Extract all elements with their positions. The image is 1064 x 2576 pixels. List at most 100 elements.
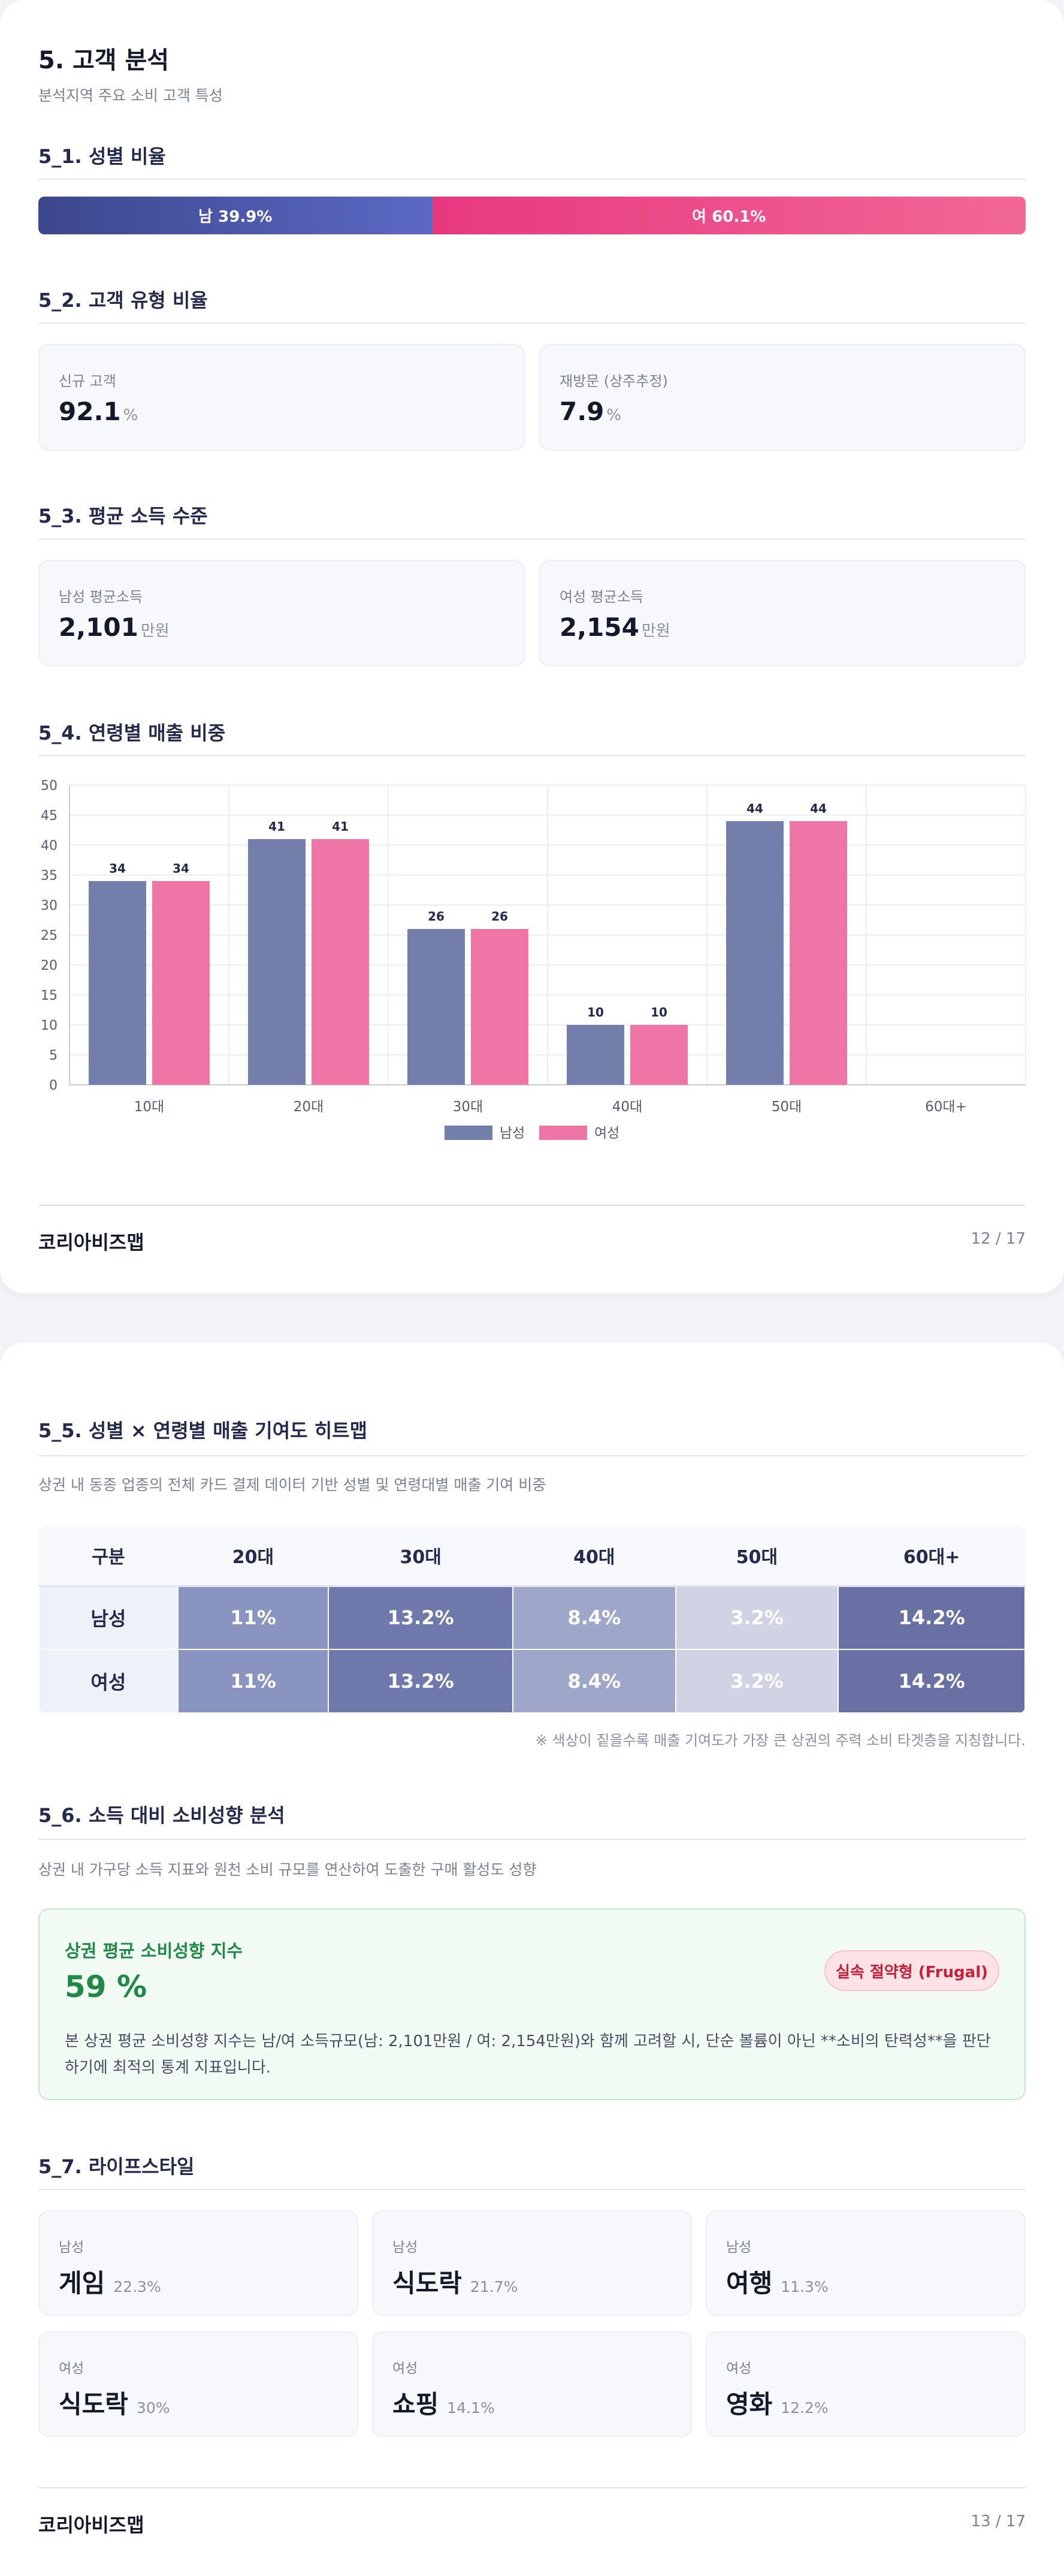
bar-female — [152, 881, 210, 1085]
spending-index-title: 상권 평균 소비성향 지수 — [65, 1941, 243, 1961]
report-page-12: 5. 고객 분석 분석지역 주요 소비 고객 특성 5_1. 성별 비율 남 3… — [0, 0, 1064, 1293]
heatmap-row-male: 남성 11% 13.2% 8.4% 3.2% 14.2% — [38, 1585, 1026, 1650]
lifestyle-card: 남성 게임 22.3% — [38, 2210, 358, 2316]
card-label: 신규 고객 — [59, 373, 116, 390]
heatmap-cell: 8.4% — [512, 1585, 676, 1650]
gender-ratio-bar: 남 39.9% 여 60.1% — [38, 197, 1026, 234]
spending-heading: 5_6. 소득 대비 소비성향 분석 — [38, 1804, 285, 1827]
female-segment: 여 60.1% — [432, 197, 1026, 234]
footer-logo: 코리아비즈맵 — [38, 2514, 144, 2536]
heatmap-cell: 8.4% — [512, 1649, 676, 1714]
male-income-card: 남성 평균소득 2,101 만원 — [38, 560, 525, 666]
lifestyle-pct: 21.7% — [470, 2278, 518, 2296]
gender-age-heatmap: 구분 20대 30대 40대 50대 60대+ 남성 11% 13.2% 8.4… — [38, 1526, 1026, 1714]
lifestyle-heading: 5_7. 라이프스타일 — [38, 2155, 195, 2178]
frugal-badge: 실속 절약형 (Frugal) — [824, 1950, 999, 1991]
card-value: 7.9% — [560, 397, 621, 426]
card-label: 남성 평균소득 — [59, 589, 143, 605]
value-number: 92.1 — [59, 397, 121, 426]
heatmap-note: ※ 색상이 짙을수록 매출 기여도가 가장 큰 상권의 주력 소비 타겟층을 지… — [535, 1732, 1026, 1749]
data-label: 26 — [428, 909, 445, 924]
heatmap-header-row: 구분 20대 30대 40대 50대 60대+ — [39, 1526, 1025, 1587]
legend-label: 여성 — [594, 1126, 619, 1141]
lifestyle-pct: 14.1% — [447, 2399, 495, 2417]
heatmap-cell: 13.2% — [328, 1649, 513, 1714]
section-divider — [38, 179, 1026, 180]
bar-female — [630, 1025, 688, 1085]
new-customer-card: 신규 고객 92.1% — [38, 344, 525, 451]
data-label: 44 — [810, 801, 827, 816]
value-number: 7.9 — [560, 397, 604, 426]
lifestyle-category: 식도락 — [392, 2269, 462, 2298]
bar-female — [312, 839, 369, 1085]
heatmap-cell: 13.2% — [328, 1585, 513, 1650]
bar-male — [89, 881, 146, 1085]
y-tick-label: 45 — [41, 809, 58, 824]
x-tick-label: 20대 — [294, 1099, 324, 1115]
lifestyle-gender: 남성 — [392, 2240, 418, 2255]
data-label: 41 — [268, 819, 285, 834]
section-divider — [38, 538, 1026, 539]
section-divider — [38, 2189, 1026, 2190]
heatmap-heading: 5_5. 성별 × 연령별 매출 기여도 히트맵 — [38, 1419, 368, 1442]
value-unit: 만원 — [641, 622, 670, 640]
customer-type-heading: 5_2. 고객 유형 비율 — [38, 289, 208, 312]
x-tick-label: 50대 — [772, 1099, 802, 1115]
lifestyle-card: 남성 식도락 21.7% — [372, 2210, 692, 2316]
page-number: 13 / 17 — [971, 2512, 1026, 2530]
income-heading: 5_3. 평균 소득 수준 — [38, 505, 208, 527]
spending-description: 상권 내 가구당 소득 지표와 원천 소비 규모를 연산하여 도출한 구매 활성… — [38, 1861, 537, 1878]
returning-customer-card: 재방문 (상주추정) 7.9% — [539, 344, 1026, 451]
y-tick-label: 0 — [49, 1078, 58, 1093]
heatmap-cell: 14.2% — [838, 1585, 1026, 1650]
heatmap-cell: 11% — [177, 1585, 330, 1650]
heatmap-header-cell: 20대 — [177, 1526, 329, 1587]
lifestyle-gender: 남성 — [59, 2240, 84, 2255]
heatmap-cell: 3.2% — [675, 1649, 839, 1714]
lifestyle-pct: 30% — [136, 2399, 170, 2417]
y-tick-label: 10 — [41, 1018, 58, 1033]
y-tick-label: 5 — [49, 1048, 58, 1063]
male-segment: 남 39.9% — [38, 197, 433, 234]
data-label: 34 — [173, 861, 189, 876]
data-label: 26 — [491, 909, 508, 924]
female-income-card: 여성 평균소득 2,154 만원 — [539, 560, 1026, 666]
y-tick-label: 30 — [41, 898, 58, 913]
footer-divider — [38, 1205, 1026, 1206]
section-divider — [38, 1455, 1026, 1456]
spending-index-box: 상권 평균 소비성향 지수 59 % 실속 절약형 (Frugal) 본 상권 … — [38, 1908, 1026, 2100]
y-tick-label: 20 — [41, 958, 58, 973]
heatmap-row-female: 여성 11% 13.2% 8.4% 3.2% 14.2% — [38, 1649, 1026, 1714]
value-unit: % — [123, 406, 138, 424]
bar-male — [567, 1025, 624, 1085]
heatmap-row-label: 남성 — [38, 1585, 179, 1650]
heatmap-header-cell: 30대 — [328, 1526, 513, 1587]
lifestyle-name: 여행 11.3% — [726, 2263, 829, 2300]
data-label: 10 — [651, 1005, 667, 1019]
lifestyle-card: 여성 영화 12.2% — [706, 2331, 1026, 2437]
legend-swatch — [445, 1126, 492, 1140]
lifestyle-category: 여행 — [726, 2269, 773, 2298]
bar-male — [248, 839, 306, 1085]
lifestyle-category: 영화 — [726, 2390, 773, 2419]
bar-male — [407, 929, 465, 1085]
lifestyle-name: 쇼핑 14.1% — [392, 2384, 495, 2421]
lifestyle-card: 남성 여행 11.3% — [706, 2210, 1026, 2316]
y-tick-label: 25 — [41, 928, 58, 943]
heatmap-description: 상권 내 동종 업종의 전체 카드 결제 데이터 기반 성별 및 연령대별 매출… — [38, 1476, 546, 1494]
heatmap-cell: 14.2% — [838, 1649, 1026, 1714]
lifestyle-name: 게임 22.3% — [59, 2263, 161, 2300]
age-chart-heading: 5_4. 연령별 매출 비중 — [38, 722, 226, 744]
heatmap-header-cell: 60대+ — [838, 1526, 1025, 1587]
heatmap-header-cell: 40대 — [512, 1526, 676, 1587]
section-divider — [38, 1839, 1026, 1840]
lifestyle-category: 게임 — [59, 2269, 105, 2298]
lifestyle-category: 식도락 — [59, 2390, 128, 2419]
heatmap-cell: 3.2% — [675, 1585, 839, 1650]
heatmap-cell: 11% — [177, 1649, 330, 1714]
heatmap-row-label: 여성 — [38, 1649, 179, 1714]
lifestyle-gender: 여성 — [726, 2361, 752, 2376]
y-tick-label: 35 — [41, 868, 58, 883]
lifestyle-card: 여성 쇼핑 14.1% — [372, 2331, 692, 2437]
section-divider — [38, 322, 1026, 324]
